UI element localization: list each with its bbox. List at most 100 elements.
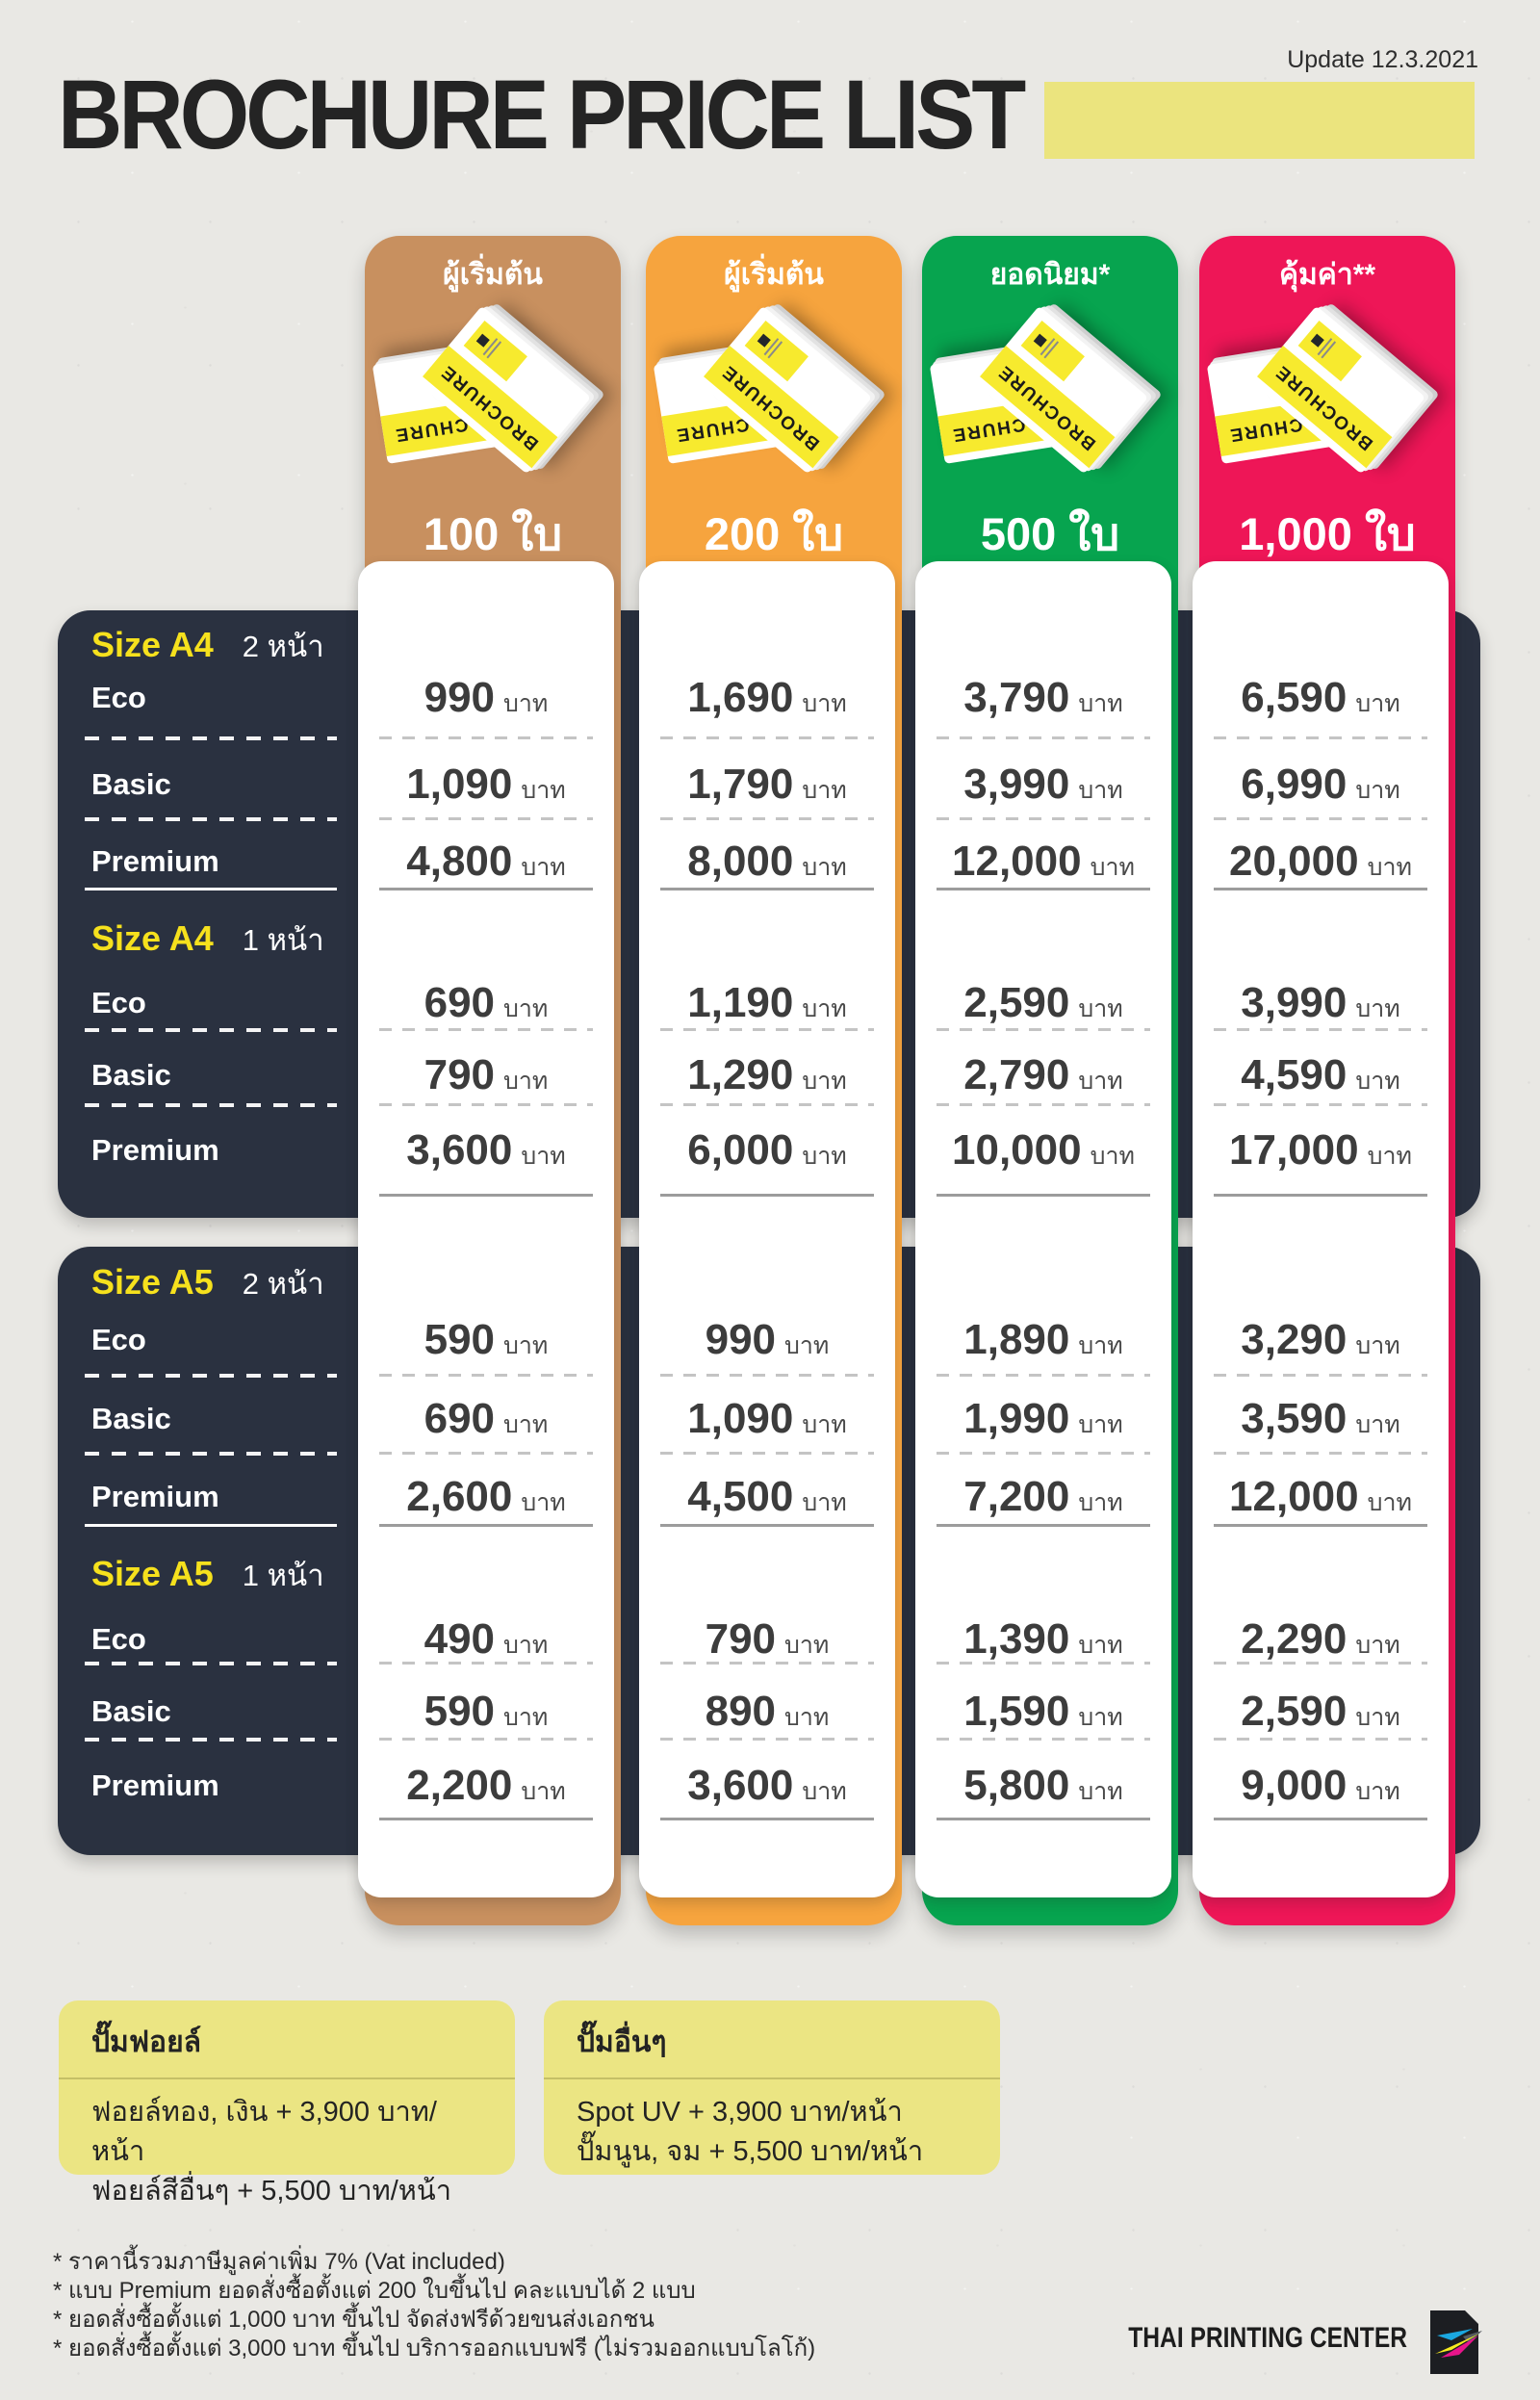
brochure-stack-icon: BROCHURE BROCHURE	[653, 292, 873, 494]
price-cell: 12,000 บาท	[1229, 1473, 1412, 1520]
price-cell: 3,600 บาท	[687, 1762, 847, 1809]
row-label-eco: Eco	[91, 986, 146, 1019]
row-label-premium: Premium	[91, 1133, 219, 1167]
row-label-premium: Premium	[91, 844, 219, 878]
price-cell: 3,990 บาท	[1241, 979, 1400, 1026]
price-column-1000	[1193, 561, 1449, 1897]
price-cell: 690 บาท	[424, 1395, 549, 1442]
section-pages-label: 2 หน้า	[242, 1267, 324, 1301]
brand-name: THAI PRINTING CENTER	[1128, 2322, 1407, 2354]
price-cell: 3,600 บาท	[406, 1126, 566, 1174]
column-qty: 500 ใบ	[980, 508, 1120, 559]
section-title-a5-2page: Size A5 2 หน้า	[91, 1261, 324, 1303]
brand-logo-icon	[1430, 2310, 1482, 2374]
price-cell: 990 บาท	[424, 674, 549, 721]
brochure-stack-icon: BROCHURE BROCHURE	[372, 292, 592, 494]
note-line: ฟอยล์ทอง, เงิน + 3,900 บาท/หน้า	[91, 2097, 437, 2167]
section-size-label: Size A5	[91, 1262, 214, 1302]
row-label-eco: Eco	[91, 1323, 146, 1356]
price-cell: 1,190 บาท	[687, 979, 847, 1026]
footnote-line: * แบบ Premium ยอดสั่งซื้อตั้งแต่ 200 ใบข…	[53, 2278, 696, 2304]
price-cell: 1,090 บาท	[687, 1395, 847, 1442]
price-cell: 20,000 บาท	[1229, 838, 1412, 885]
price-cell: 790 บาท	[424, 1051, 549, 1098]
price-cell: 590 บาท	[424, 1688, 549, 1735]
price-column-200	[639, 561, 895, 1897]
price-cell: 3,290 บาท	[1241, 1316, 1400, 1363]
note-line: ปั๊มนูน, จม + 5,500 บาท/หน้า	[577, 2136, 924, 2167]
update-date: Update 12.3.2021	[1287, 46, 1478, 73]
note-box-other-stamping: ปั๊มอื่นๆ Spot UV + 3,900 บาท/หน้า ปั๊มน…	[544, 2000, 1000, 2175]
price-cell: 6,590 บาท	[1241, 674, 1400, 721]
price-cell: 1,790 บาท	[687, 761, 847, 808]
row-label-premium: Premium	[91, 1768, 219, 1802]
price-cell: 2,590 บาท	[963, 979, 1123, 1026]
sidebar-separators	[85, 561, 337, 1897]
column-tag: ผู้เริ่มต้น	[724, 259, 824, 291]
price-cell: 8,000 บาท	[687, 838, 847, 885]
section-size-label: Size A4	[91, 918, 214, 958]
note-box-foil: ปั๊มฟอยล์ ฟอยล์ทอง, เงิน + 3,900 บาท/หน้…	[59, 2000, 515, 2206]
price-cell: 1,090 บาท	[406, 761, 566, 808]
row-label-eco: Eco	[91, 1622, 146, 1656]
section-title-a5-1page: Size A5 1 หน้า	[91, 1553, 324, 1595]
price-cell: 1,590 บาท	[963, 1688, 1123, 1735]
price-cell: 7,200 บาท	[963, 1473, 1123, 1520]
price-cell: 590 บาท	[424, 1316, 549, 1363]
price-cell: 6,000 บาท	[687, 1126, 847, 1174]
price-cell: 4,500 บาท	[687, 1473, 847, 1520]
section-pages-label: 1 หน้า	[242, 923, 324, 957]
column-qty: 200 ใบ	[704, 508, 844, 559]
price-cell: 12,000 บาท	[952, 838, 1135, 885]
section-title-a4-2page: Size A4 2 หน้า	[91, 624, 324, 666]
price-cell: 9,000 บาท	[1241, 1762, 1400, 1809]
row-label-premium: Premium	[91, 1480, 219, 1513]
price-cell: 3,790 บาท	[963, 674, 1123, 721]
note-divider	[544, 2077, 1000, 2079]
price-cell: 2,790 บาท	[963, 1051, 1123, 1098]
price-cell: 17,000 บาท	[1229, 1126, 1412, 1174]
price-cell: 2,200 บาท	[406, 1762, 566, 1809]
section-pages-label: 2 หน้า	[242, 630, 324, 663]
price-cell: 490 บาท	[424, 1615, 549, 1663]
section-size-label: Size A4	[91, 625, 214, 664]
price-cell: 690 บาท	[424, 979, 549, 1026]
section-pages-label: 1 หน้า	[242, 1559, 324, 1592]
page-title: BROCHURE PRICE LIST	[58, 61, 1026, 170]
price-column-500	[915, 561, 1171, 1897]
note-divider	[59, 2077, 515, 2079]
row-label-eco: Eco	[91, 681, 146, 714]
price-cell: 1,890 บาท	[963, 1316, 1123, 1363]
row-label-basic: Basic	[91, 1694, 171, 1728]
price-cell: 5,800 บาท	[963, 1762, 1123, 1809]
column-tag: คุ้มค่า**	[1278, 259, 1376, 291]
note-line: Spot UV + 3,900 บาท/หน้า	[577, 2097, 903, 2128]
column-tag: ผู้เริ่มต้น	[443, 259, 543, 291]
title-highlight-rect	[1044, 82, 1475, 159]
column-qty: 100 ใบ	[423, 508, 563, 559]
price-cell: 2,290 บาท	[1241, 1615, 1400, 1663]
price-cell: 1,290 บาท	[687, 1051, 847, 1098]
price-cell: 4,590 บาท	[1241, 1051, 1400, 1098]
column-qty: 1,000 ใบ	[1239, 508, 1416, 559]
note-line: ฟอยล์สีอื่นๆ + 5,500 บาท/หน้า	[91, 2176, 451, 2206]
footnote-line: * ยอดสั่งซื้อตั้งแต่ 3,000 บาท ขึ้นไป บร…	[53, 2335, 816, 2361]
price-cell: 990 บาท	[705, 1316, 830, 1363]
price-cell: 3,590 บาท	[1241, 1395, 1400, 1442]
price-cell: 1,990 บาท	[963, 1395, 1123, 1442]
row-label-basic: Basic	[91, 1058, 171, 1092]
price-cell: 2,590 บาท	[1241, 1688, 1400, 1735]
footnote-line: * ราคานี้รวมภาษีมูลค่าเพิ่ม 7% (Vat incl…	[53, 2249, 505, 2275]
price-cell: 4,800 บาท	[406, 838, 566, 885]
section-title-a4-1page: Size A4 1 หน้า	[91, 917, 324, 960]
price-cell: 890 บาท	[705, 1688, 830, 1735]
price-cell: 1,690 บาท	[687, 674, 847, 721]
price-cell: 10,000 บาท	[952, 1126, 1135, 1174]
price-cell: 790 บาท	[705, 1615, 830, 1663]
price-cell: 2,600 บาท	[406, 1473, 566, 1520]
row-label-basic: Basic	[91, 767, 171, 801]
column-tag: ยอดนิยม*	[989, 259, 1111, 291]
price-cell: 1,390 บาท	[963, 1615, 1123, 1663]
note-title: ปั๊มอื่นๆ	[577, 2026, 667, 2058]
